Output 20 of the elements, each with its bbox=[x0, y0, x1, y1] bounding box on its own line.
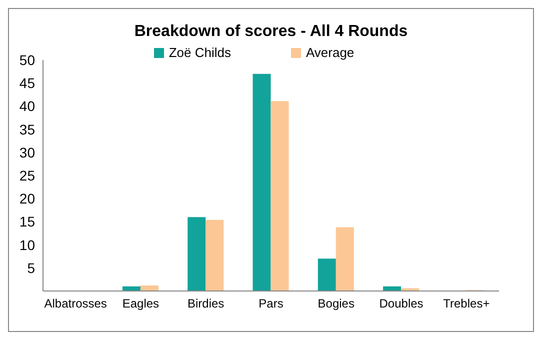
legend-label: Zoë Childs bbox=[168, 45, 231, 60]
y-tick-label: 20 bbox=[19, 190, 36, 207]
y-tick-label: 45 bbox=[19, 75, 36, 92]
y-tick-label: 40 bbox=[19, 98, 36, 114]
x-tick-label: Bogies bbox=[318, 296, 354, 311]
y-tick-label: 50 bbox=[19, 52, 36, 68]
x-tick-label: Doubles bbox=[379, 296, 424, 311]
y-tick-label: 25 bbox=[19, 167, 36, 184]
x-tick-label: Trebles+ bbox=[443, 296, 490, 311]
y-tick-label: 35 bbox=[19, 121, 36, 138]
y-tick-label: 10 bbox=[19, 236, 36, 253]
y-tick-label: 15 bbox=[19, 214, 36, 230]
x-tick-label: Eagles bbox=[122, 296, 160, 311]
legend-label: Average bbox=[304, 45, 354, 60]
x-tick-label: Pars bbox=[258, 296, 284, 311]
x-tick-label: Albatrosses bbox=[44, 296, 107, 311]
x-tick-label: Birdies bbox=[188, 296, 224, 311]
chart-title: Breakdown of scores - All 4 Rounds bbox=[133, 23, 409, 41]
y-tick-label: 30 bbox=[19, 144, 36, 160]
y-tick-label: 5 bbox=[27, 260, 36, 276]
